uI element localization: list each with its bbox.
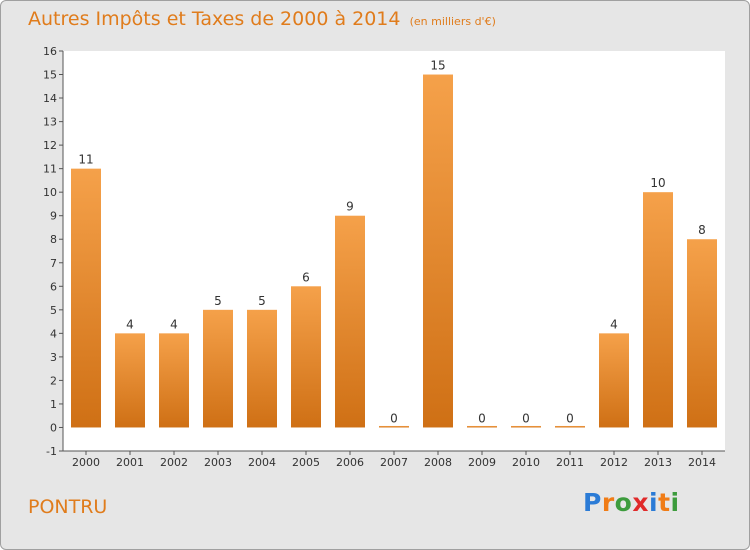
x-tick-label-2009: 2009 xyxy=(468,456,496,469)
chart-title: Autres Impôts et Taxes de 2000 à 2014 xyxy=(28,8,401,30)
logo-letter: r xyxy=(601,488,615,517)
bar-2002 xyxy=(159,333,189,428)
y-tick-label-6: 5 xyxy=(50,304,57,317)
bar-2001 xyxy=(115,333,145,428)
data-label-2013: 10 xyxy=(650,176,665,190)
data-label-2005: 6 xyxy=(302,270,310,284)
data-label-2014: 8 xyxy=(698,223,706,237)
bar-2012 xyxy=(599,333,629,428)
x-tick-label-2012: 2012 xyxy=(600,456,628,469)
y-tick-label-16: 15 xyxy=(43,69,57,82)
logo-letter: i xyxy=(670,488,680,517)
bar-2014 xyxy=(687,239,717,428)
y-tick-label-7: 6 xyxy=(50,280,57,293)
y-tick-label-14: 13 xyxy=(43,116,57,129)
bar-2007 xyxy=(379,425,409,428)
x-tick-label-2005: 2005 xyxy=(292,456,320,469)
y-tick-label-2: 1 xyxy=(50,398,57,411)
x-tick-label-2014: 2014 xyxy=(688,456,716,469)
commune-name: PONTRU xyxy=(28,496,108,518)
logo-letter: x xyxy=(632,488,649,517)
data-label-2008: 15 xyxy=(430,59,445,73)
proxiti-logo: Proxiti xyxy=(583,488,680,517)
bar-2010 xyxy=(511,425,541,428)
bar-2008 xyxy=(423,74,453,428)
y-tick-label-10: 9 xyxy=(50,210,57,223)
data-label-2004: 5 xyxy=(258,294,266,308)
y-tick-label-8: 7 xyxy=(50,257,57,270)
y-tick-label-9: 8 xyxy=(50,233,57,246)
x-tick-label-2000: 2000 xyxy=(72,456,100,469)
y-tick-label-5: 4 xyxy=(50,327,57,340)
x-tick-label-2007: 2007 xyxy=(380,456,408,469)
data-label-2011: 0 xyxy=(566,411,574,425)
y-tick-label-3: 2 xyxy=(50,374,57,387)
chart-title-block: Autres Impôts et Taxes de 2000 à 2014 (e… xyxy=(28,8,496,30)
data-label-2003: 5 xyxy=(214,294,222,308)
y-tick-label-4: 3 xyxy=(50,351,57,364)
x-tick-label-2002: 2002 xyxy=(160,456,188,469)
x-tick-label-2013: 2013 xyxy=(644,456,672,469)
y-tick-label-12: 11 xyxy=(43,163,57,176)
y-tick-label-11: 10 xyxy=(43,186,57,199)
bar-2006 xyxy=(335,215,365,428)
y-tick-label-0: -1 xyxy=(46,445,57,458)
y-tick-label-17: 16 xyxy=(43,45,57,58)
x-tick-label-2010: 2010 xyxy=(512,456,540,469)
logo-letter: P xyxy=(583,488,602,517)
data-label-2001: 4 xyxy=(126,317,134,331)
bar-2013 xyxy=(643,192,673,428)
logo-letter: t xyxy=(658,488,671,517)
bar-2004 xyxy=(247,309,277,428)
x-tick-label-2011: 2011 xyxy=(556,456,584,469)
data-label-2000: 11 xyxy=(78,153,93,167)
chart-subtitle: (en milliers d'€) xyxy=(409,15,496,28)
data-label-2007: 0 xyxy=(390,411,398,425)
x-tick-label-2008: 2008 xyxy=(424,456,452,469)
bar-2009 xyxy=(467,425,497,428)
x-tick-label-2003: 2003 xyxy=(204,456,232,469)
x-tick-label-2006: 2006 xyxy=(336,456,364,469)
bar-2000 xyxy=(71,168,101,428)
y-tick-label-1: 0 xyxy=(50,421,57,434)
x-tick-label-2001: 2001 xyxy=(116,456,144,469)
bar-2011 xyxy=(555,425,585,428)
bar-2005 xyxy=(291,286,321,428)
data-label-2012: 4 xyxy=(610,317,618,331)
data-label-2009: 0 xyxy=(478,411,486,425)
data-label-2010: 0 xyxy=(522,411,530,425)
logo-letter: i xyxy=(649,488,659,517)
data-label-2002: 4 xyxy=(170,317,178,331)
y-tick-label-15: 14 xyxy=(43,92,57,105)
bar-2003 xyxy=(203,309,233,428)
data-label-2006: 9 xyxy=(346,200,354,214)
logo-letter: o xyxy=(614,488,633,517)
x-tick-label-2004: 2004 xyxy=(248,456,276,469)
y-tick-label-13: 12 xyxy=(43,139,57,152)
